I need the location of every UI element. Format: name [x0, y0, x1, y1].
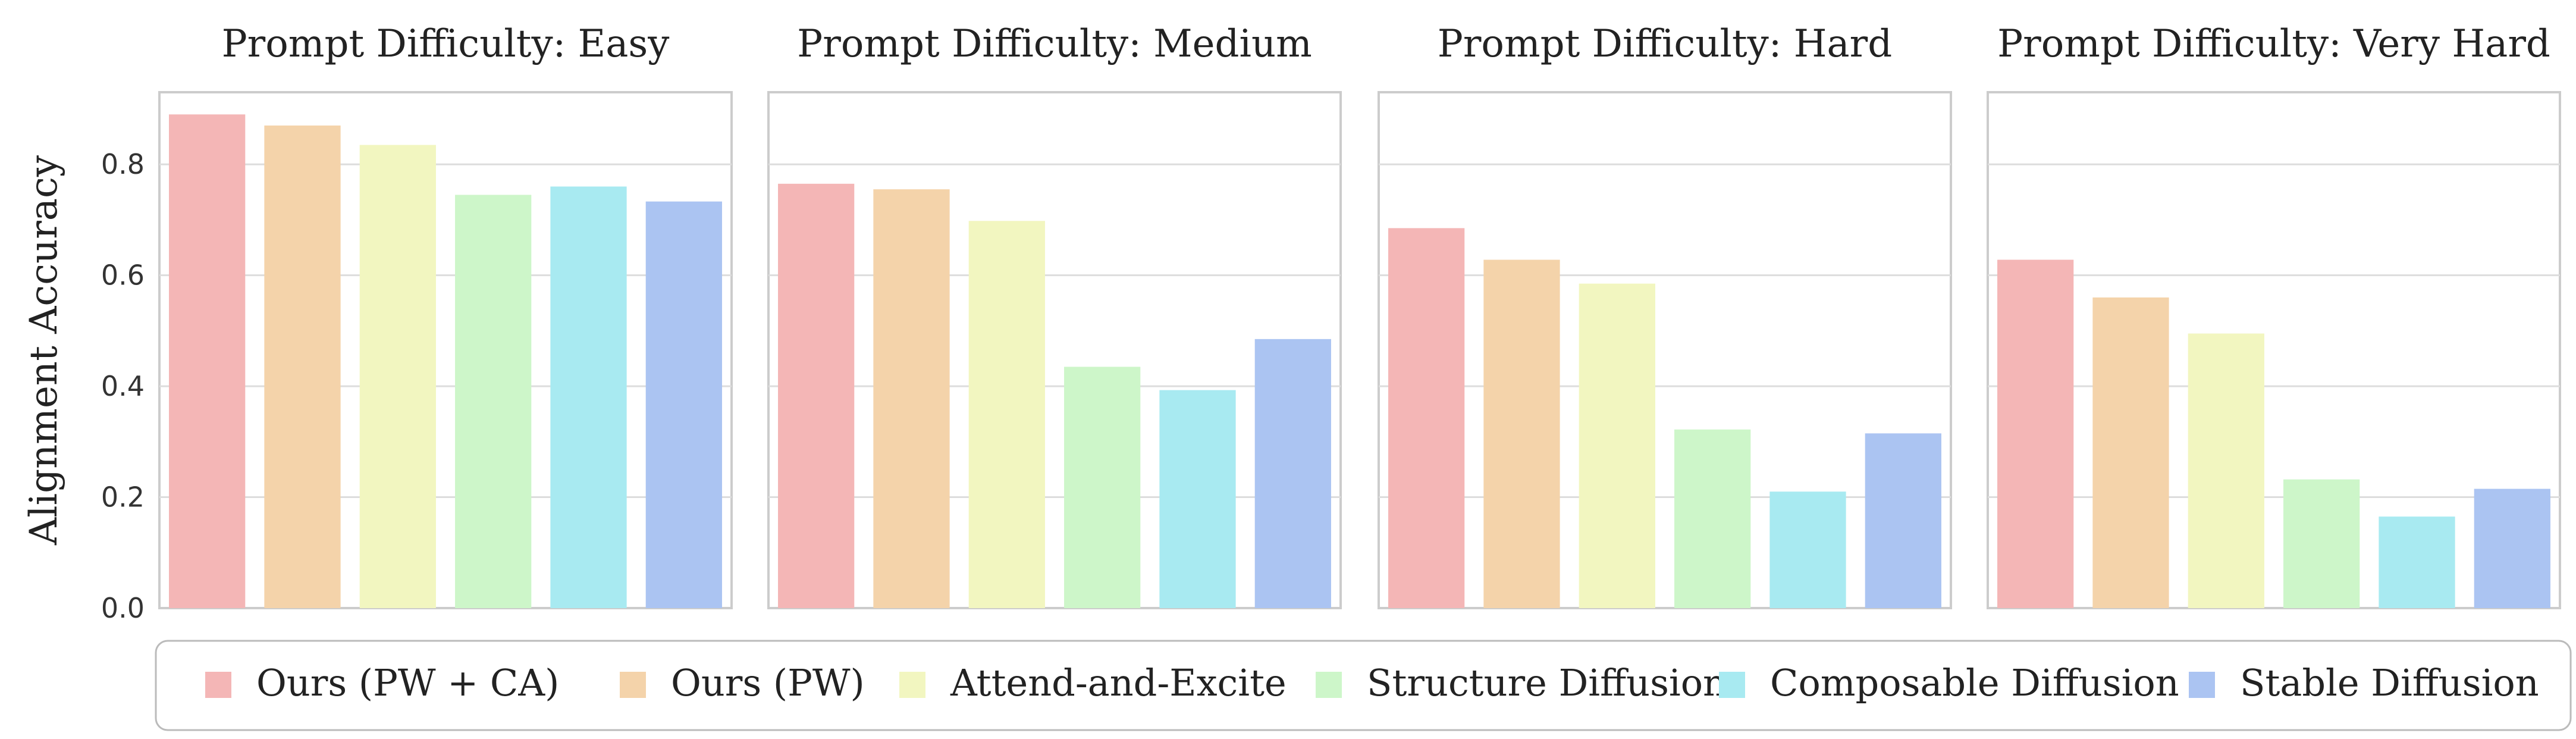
- bar-4-5: [2379, 516, 2455, 608]
- bar-3-1: [1388, 228, 1465, 609]
- legend-label: Ours (PW): [671, 661, 865, 704]
- bar-1-6: [645, 201, 722, 608]
- legend-label: Stable Diffusion: [2240, 661, 2539, 704]
- bar-4-6: [2474, 489, 2550, 608]
- bar-3-5: [1769, 491, 1846, 608]
- y-tick-label: 0.4: [101, 370, 145, 402]
- bar-2-4: [1064, 367, 1141, 608]
- legend-label: Attend-and-Excite: [950, 661, 1287, 704]
- legend-swatch: [620, 672, 646, 698]
- legend-label: Composable Diffusion: [1770, 661, 2179, 704]
- panel-title: Prompt Difficulty: Hard: [1438, 22, 1892, 66]
- bar-1-2: [264, 125, 341, 608]
- panel-frame: [1378, 91, 1952, 609]
- panel-title: Prompt Difficulty: Very Hard: [1997, 22, 2550, 66]
- y-tick-label: 0.0: [101, 592, 145, 624]
- y-tick-label: 0.2: [101, 481, 145, 513]
- bar-2-2: [873, 189, 950, 609]
- bar-2-1: [778, 183, 855, 608]
- y-axis-label: Alignment Accuracy: [22, 155, 66, 546]
- bar-2-6: [1254, 339, 1331, 608]
- legend-swatch: [899, 672, 925, 698]
- y-tick-label: 0.8: [101, 148, 145, 180]
- bar-2-5: [1159, 390, 1236, 608]
- bar-3-4: [1674, 429, 1751, 608]
- bar-4-2: [2092, 297, 2169, 608]
- panel-frame: [767, 91, 1342, 609]
- bar-1-5: [550, 186, 627, 608]
- y-tick-label: 0.6: [101, 259, 145, 292]
- legend-label: Structure Diffusion: [1367, 661, 1727, 704]
- panel-frame: [158, 91, 733, 609]
- legend-label: Ours (PW + CA): [256, 661, 559, 704]
- bar-1-1: [169, 114, 246, 608]
- legend-swatch: [1316, 672, 1342, 698]
- bar-2-3: [968, 221, 1045, 608]
- bar-3-3: [1579, 283, 1655, 608]
- panel-title: Prompt Difficulty: Easy: [222, 22, 670, 66]
- legend-swatch: [1719, 672, 1745, 698]
- bar-4-3: [2188, 333, 2264, 608]
- panel-frame: [1987, 91, 2561, 609]
- bar-4-4: [2283, 479, 2360, 608]
- legend-swatch: [2189, 672, 2215, 698]
- bar-4-1: [1997, 259, 2074, 608]
- bar-3-2: [1483, 259, 1560, 608]
- bar-1-3: [359, 145, 436, 608]
- bar-1-4: [455, 195, 532, 608]
- legend-box: [155, 640, 2572, 731]
- panel-title: Prompt Difficulty: Medium: [797, 22, 1312, 66]
- legend-swatch: [205, 672, 231, 698]
- bar-3-6: [1865, 433, 1941, 608]
